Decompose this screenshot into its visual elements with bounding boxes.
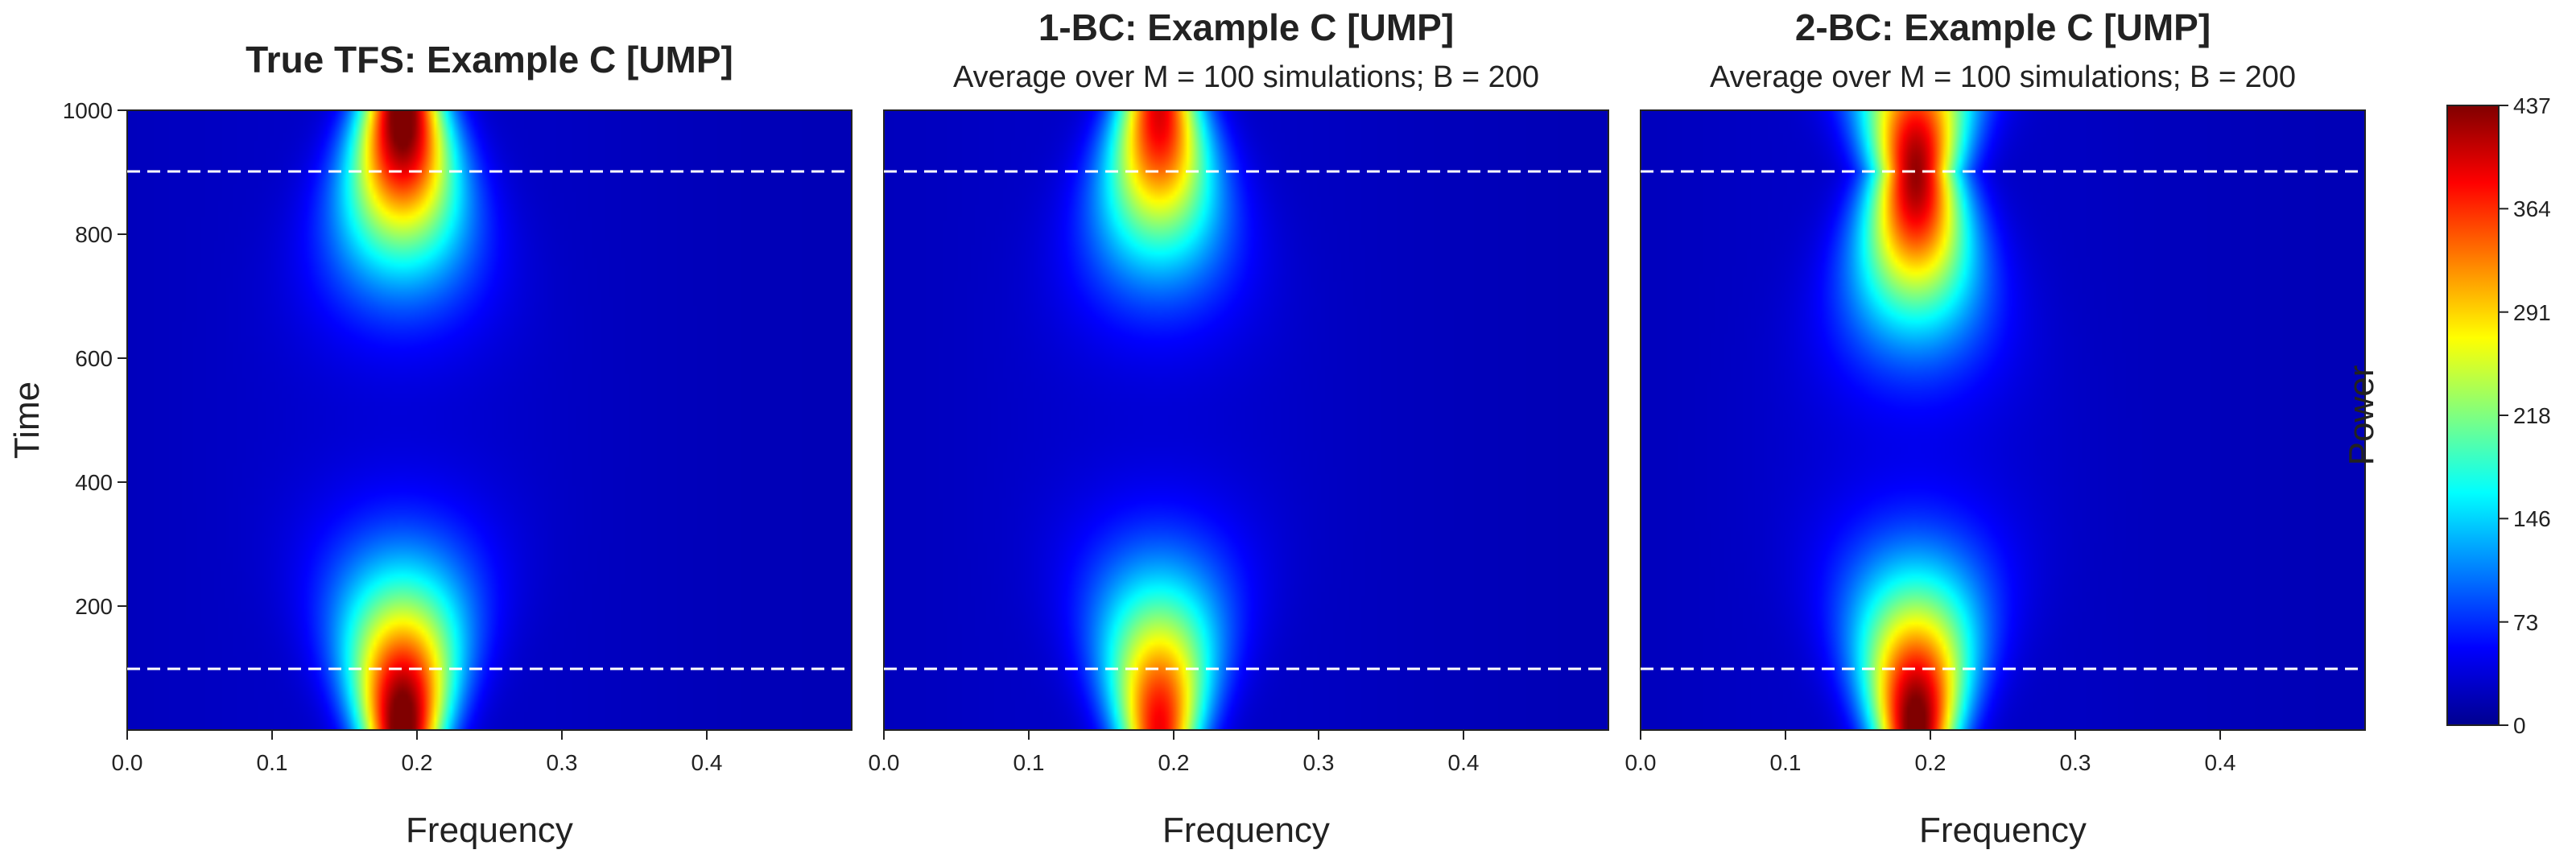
- x-tick-label-0.2: 0.2: [402, 750, 433, 775]
- colorbar-tick-label-291: 291: [2513, 300, 2551, 325]
- x-tick-label-0.1: 0.1: [257, 750, 288, 775]
- panel-2-frame: [883, 109, 1609, 731]
- x-axis-label: Frequency: [406, 811, 573, 850]
- panel-1-y-axis: 200 400 600 800 1000 Time: [7, 98, 127, 619]
- x-axis-label: Frequency: [1162, 811, 1330, 850]
- colorbar-tick-label-218: 218: [2513, 403, 2551, 428]
- panel-1-bc: 1-BC: Example C [UMP] Average over M = 1…: [869, 6, 1609, 850]
- x-tick-label-0.2: 0.2: [1158, 750, 1190, 775]
- panel-1-heatmap-image: [127, 110, 852, 730]
- panel-3-subtitle: Average over M = 100 simulations; B = 20…: [1710, 60, 2296, 94]
- x-tick-label-0.3: 0.3: [2060, 750, 2091, 775]
- x-tick-label-0.0: 0.0: [869, 750, 900, 775]
- panel-3-frame: [1640, 109, 2366, 731]
- panel-3-heatmap: [1641, 110, 2365, 730]
- colorbar-tick-label-146: 146: [2513, 506, 2551, 531]
- colorbar: 0 73 146 218 291 364 437 Power: [2342, 93, 2551, 738]
- x-axis-label: Frequency: [1919, 811, 2087, 850]
- x-tick-label-0.2: 0.2: [1915, 750, 1946, 775]
- panel-1-title: True TFS: Example C [UMP]: [246, 39, 733, 80]
- panel-1-heatmap: [127, 110, 852, 730]
- x-tick-label-0.3: 0.3: [547, 750, 578, 775]
- colorbar-tick-label-364: 364: [2513, 196, 2551, 221]
- x-tick-label-0.0: 0.0: [1625, 750, 1657, 775]
- panel-1-x-axis: 0.0 0.1 0.2 0.3 0.4 Frequency: [112, 730, 723, 850]
- x-tick-label-0.4: 0.4: [691, 750, 723, 775]
- panel-2-subtitle: Average over M = 100 simulations; B = 20…: [953, 60, 1539, 94]
- panel-3-heatmap-image: [1641, 110, 2365, 730]
- colorbar-tick-label-437: 437: [2513, 93, 2551, 118]
- panel-true-tfs: True TFS: Example C [UMP] 200 400 600 80…: [7, 39, 852, 850]
- y-tick-label-800: 800: [75, 222, 113, 247]
- x-tick-label-0.1: 0.1: [1770, 750, 1802, 775]
- y-tick-label-600: 600: [75, 346, 113, 371]
- x-tick-label-0.4: 0.4: [1448, 750, 1480, 775]
- y-tick-label-400: 400: [75, 470, 113, 495]
- colorbar-tick-label-0: 0: [2513, 713, 2526, 738]
- colorbar-tick-label-73: 73: [2513, 610, 2538, 635]
- panel-1-frame: [126, 109, 852, 731]
- panel-3-x-axis: 0.0 0.1 0.2 0.3 0.4 Frequency: [1625, 730, 2236, 850]
- panel-2-x-axis: 0.0 0.1 0.2 0.3 0.4 Frequency: [869, 730, 1480, 850]
- x-tick-label-0.1: 0.1: [1013, 750, 1045, 775]
- panel-2-bc: 2-BC: Example C [UMP] Average over M = 1…: [1625, 6, 2366, 850]
- colorbar-label: Power: [2342, 365, 2381, 466]
- panel-3-title: 2-BC: Example C [UMP]: [1795, 6, 2211, 48]
- y-tick-label-1000: 1000: [63, 98, 113, 123]
- y-tick-label-200: 200: [75, 594, 113, 619]
- colorbar-gradient: [2446, 105, 2500, 726]
- panel-2-heatmap-image: [884, 110, 1608, 730]
- y-axis-label: Time: [7, 382, 47, 459]
- panel-2-title: 1-BC: Example C [UMP]: [1038, 6, 1454, 48]
- panel-2-heatmap: [884, 110, 1608, 730]
- colorbar-ticks: [2499, 105, 2508, 726]
- x-tick-label-0.3: 0.3: [1303, 750, 1335, 775]
- x-tick-label-0.0: 0.0: [112, 750, 143, 775]
- x-tick-label-0.4: 0.4: [2205, 750, 2236, 775]
